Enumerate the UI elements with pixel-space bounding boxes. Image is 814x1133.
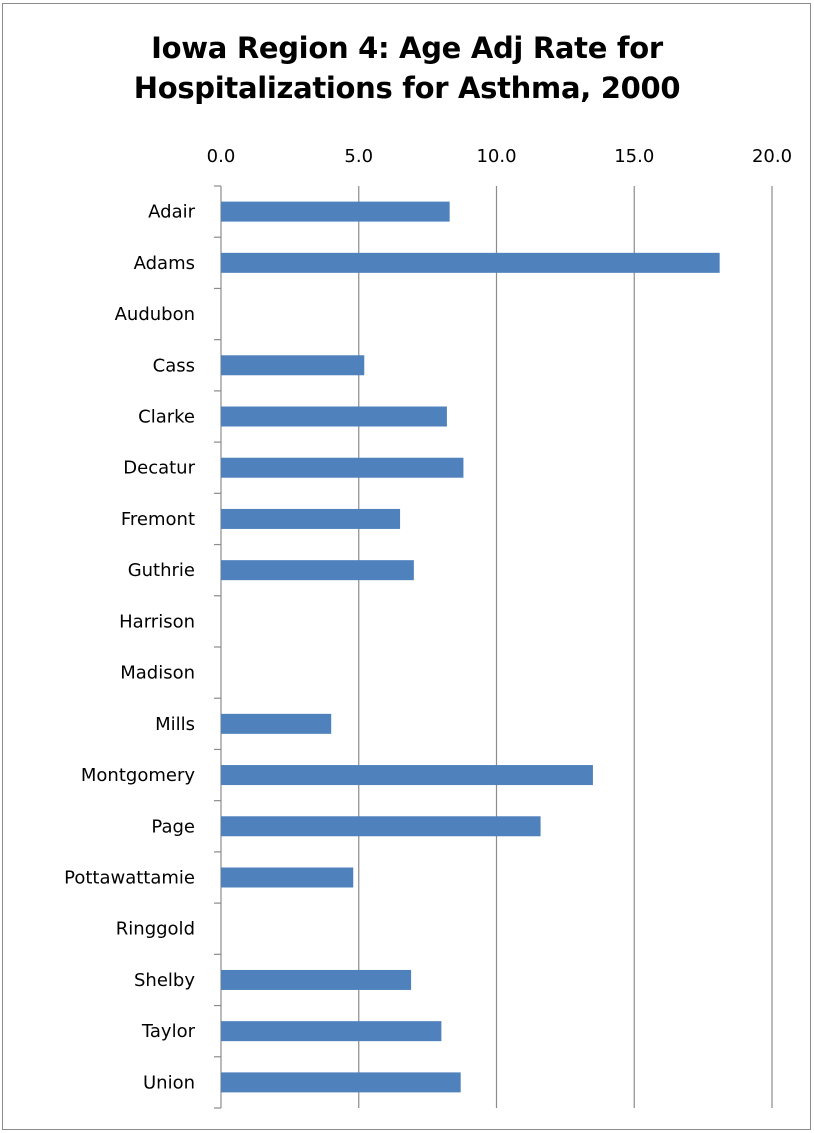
category-label: Taylor [141,1021,196,1042]
category-label: Page [151,816,195,837]
category-label: Decatur [123,458,195,479]
bar [221,252,720,273]
bar [221,201,450,222]
chart-title: Iowa Region 4: Age Adj Rate for Hospital… [0,28,814,108]
category-label: Fremont [121,509,195,530]
category-label: Cass [153,355,195,376]
category-label: Clarke [138,407,195,428]
category-label: Adams [134,253,195,274]
chart-title-line-1: Iowa Region 4: Age Adj Rate for [151,31,663,65]
bar [221,355,365,376]
bar [221,406,447,427]
x-tick-label: 0.0 [207,146,236,167]
bar [221,713,332,734]
category-label: Shelby [134,970,195,991]
bar [221,560,414,581]
category-label: Union [143,1072,195,1093]
bar [221,1072,461,1093]
category-label: Pottawattamie [64,868,195,889]
bar [221,1021,442,1042]
bar [221,816,541,837]
bar [221,867,354,888]
bar [221,457,464,478]
x-tick-label: 5.0 [344,146,373,167]
category-label: Adair [148,202,195,223]
category-label: Harrison [119,611,195,632]
category-label: Audubon [115,304,195,325]
category-label: Montgomery [81,765,195,786]
bar [221,508,401,529]
chart-title-line-2: Hospitalizations for Asthma, 2000 [133,71,681,105]
bar [221,969,412,990]
category-label: Mills [155,714,195,735]
bar [221,765,593,786]
category-label: Ringgold [116,919,195,940]
x-tick-label: 10.0 [476,146,516,167]
x-tick-label: 15.0 [614,146,654,167]
category-label: Madison [120,663,195,684]
x-tick-label: 20.0 [752,146,792,167]
category-label: Guthrie [128,560,195,581]
